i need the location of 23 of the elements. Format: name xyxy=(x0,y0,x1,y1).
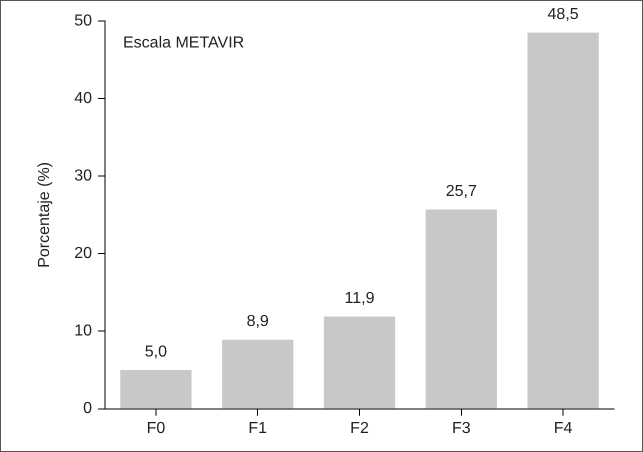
x-tick-label: F0 xyxy=(146,420,166,437)
bar xyxy=(324,316,396,408)
x-tick-label: F3 xyxy=(452,420,471,437)
x-tick-label: F1 xyxy=(248,420,268,437)
bar xyxy=(120,370,192,408)
y-tick-label: 20 xyxy=(74,245,92,262)
y-tick-label: 0 xyxy=(83,400,92,418)
y-tick-label: 30 xyxy=(74,168,92,185)
x-tick-label: F2 xyxy=(350,420,369,437)
annotation: Escala METAVIR xyxy=(122,34,244,52)
y-tick-label: 10 xyxy=(74,322,92,340)
y-axis-title: Porcentaje (%) xyxy=(36,162,54,268)
y-tick-label: 40 xyxy=(74,90,92,107)
data-label: 48,5 xyxy=(548,6,579,24)
bar xyxy=(426,209,497,408)
data-label: 25,7 xyxy=(446,182,477,200)
x-tick-label: F4 xyxy=(554,420,573,437)
data-label: 5,0 xyxy=(144,343,168,360)
bar xyxy=(222,340,294,408)
data-label: 11,9 xyxy=(344,290,375,307)
data-label: 8,9 xyxy=(246,313,269,330)
bar xyxy=(527,32,599,408)
y-tick-label: 50 xyxy=(74,12,92,30)
